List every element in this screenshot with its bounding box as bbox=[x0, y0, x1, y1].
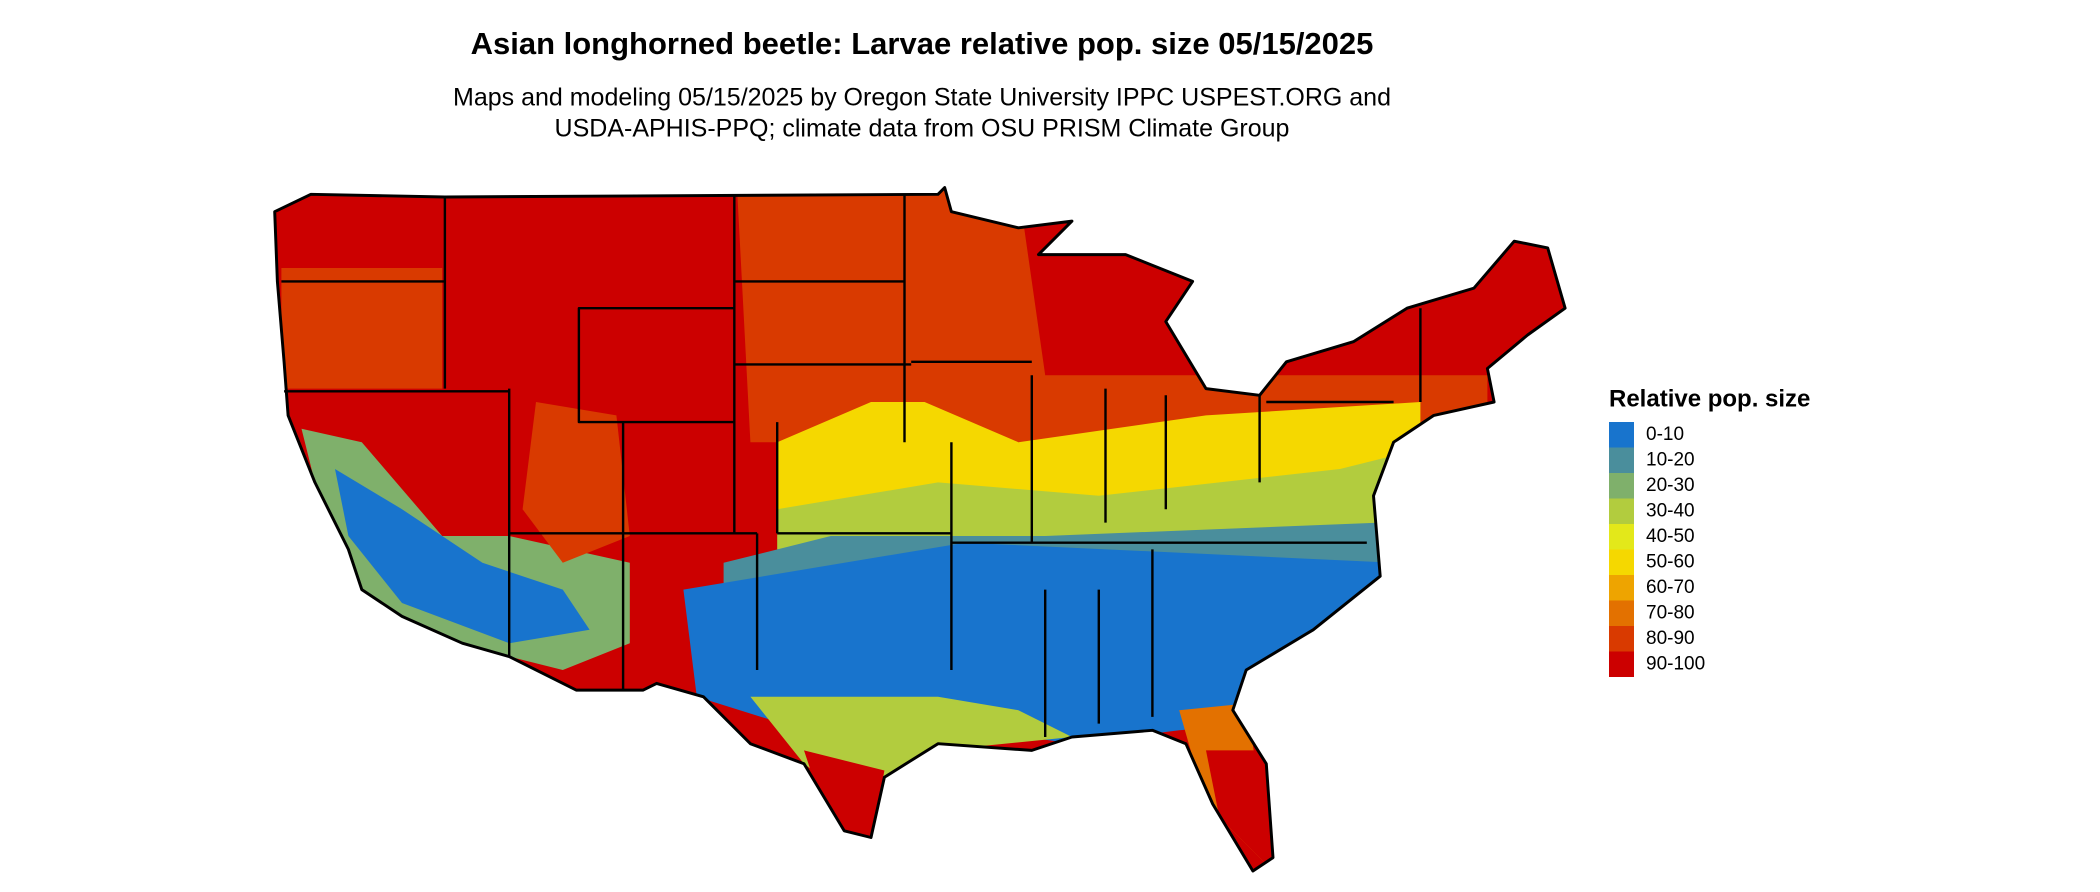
legend-label: 70-80 bbox=[1646, 602, 1695, 623]
legend-label: 10-20 bbox=[1646, 449, 1695, 470]
legend-swatch bbox=[1609, 626, 1634, 652]
legend-swatch bbox=[1609, 498, 1634, 524]
legend-label: 90-100 bbox=[1646, 653, 1705, 674]
legend-label: 40-50 bbox=[1646, 526, 1695, 547]
legend-swatch bbox=[1609, 447, 1634, 473]
legend-swatch bbox=[1609, 575, 1634, 601]
legend-swatch bbox=[1609, 600, 1634, 626]
legend-label: 0-10 bbox=[1646, 424, 1684, 445]
subtitle: USDA-APHIS-PPQ; climate data from OSU PR… bbox=[555, 115, 1290, 143]
legend-label: 80-90 bbox=[1646, 628, 1695, 649]
legend-swatch bbox=[1609, 422, 1634, 448]
legend-label: 60-70 bbox=[1646, 577, 1695, 598]
legend-title: Relative pop. size bbox=[1609, 385, 1810, 412]
legend-label: 30-40 bbox=[1646, 500, 1695, 521]
legend-label: 20-30 bbox=[1646, 475, 1695, 496]
legend-swatch bbox=[1609, 651, 1634, 677]
legend: 0-10 10-20 20-30 30-40 40-50 50-60 60-70 70-80 8… bbox=[1609, 422, 1705, 677]
legend-swatch bbox=[1609, 524, 1634, 550]
subtitle: Maps and modeling 05/15/2025 by Oregon S… bbox=[453, 84, 1391, 112]
legend-label: 50-60 bbox=[1646, 551, 1695, 572]
legend-swatch bbox=[1609, 473, 1634, 499]
title: Asian longhorned beetle: Larvae relative… bbox=[471, 26, 1374, 61]
legend-swatch bbox=[1609, 549, 1634, 575]
